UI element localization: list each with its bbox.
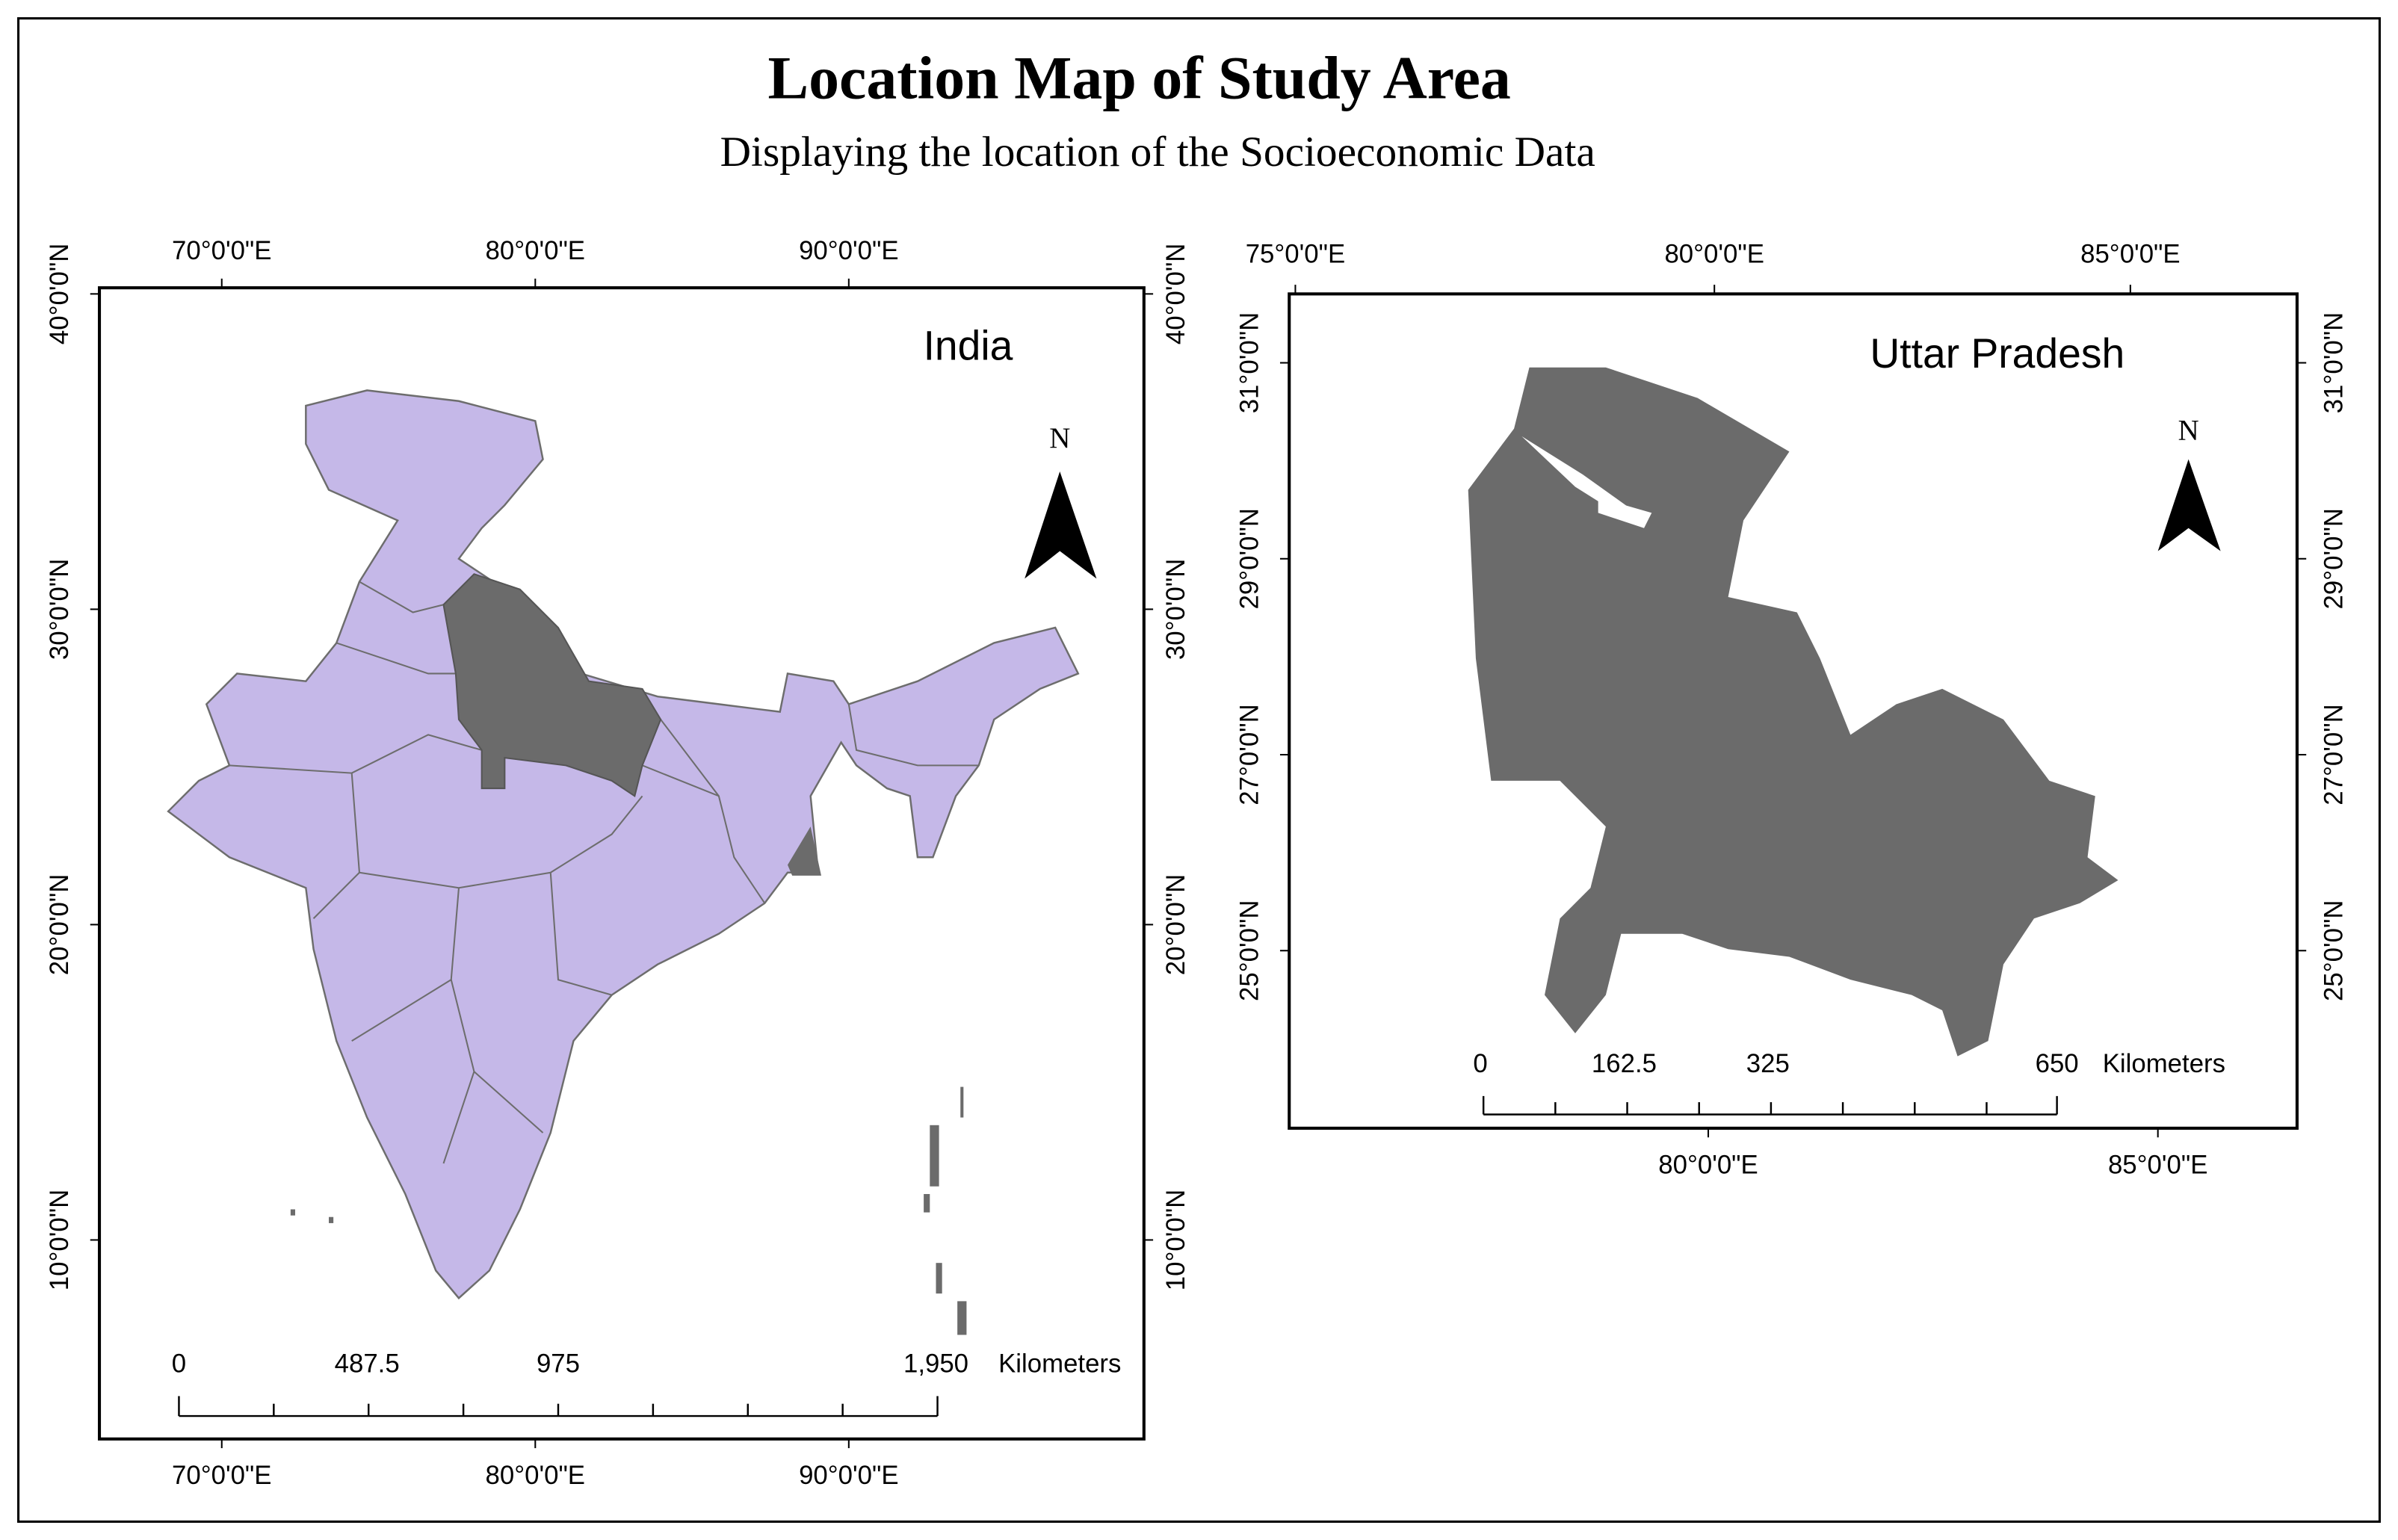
scale-bar — [178, 1396, 939, 1417]
scale-label: 975 — [537, 1349, 580, 1379]
scale-label: 1,950 — [903, 1349, 968, 1379]
scale-label: 162.5 — [1592, 1049, 1657, 1078]
scale-label: 650 — [2036, 1049, 2079, 1078]
top-coordinate-label: 90°0'0"E — [799, 236, 898, 265]
left-coordinate-label: 40°0'0"N — [45, 244, 74, 345]
right-coordinate-label: 20°0'0"N — [1161, 874, 1190, 976]
bottom-coordinate-label: 90°0'0"E — [799, 1461, 898, 1490]
right-coordinate-label: 30°0'0"N — [1161, 559, 1190, 661]
top-coordinate-label: 70°0'0"E — [172, 236, 271, 265]
left-coordinate-label: 30°0'0"N — [45, 559, 74, 661]
top-coordinate-label: 80°0'0"E — [1664, 239, 1764, 268]
scale-unit: Kilometers — [998, 1349, 1121, 1379]
north-label: N — [1049, 422, 1070, 454]
up-shape — [1468, 367, 2119, 1057]
top-coordinate-label: 80°0'0"E — [486, 236, 585, 265]
bottom-coordinate-label: 70°0'0"E — [172, 1461, 271, 1490]
right-coordinate-label: 27°0'0"N — [2319, 704, 2348, 805]
map-label: Uttar Pradesh — [1870, 330, 2124, 377]
left-coordinate-label: 27°0'0"N — [1234, 704, 1264, 805]
scale-label: 0 — [172, 1349, 186, 1379]
bottom-coordinate-label: 80°0'0"E — [486, 1461, 585, 1490]
map-label: India — [924, 323, 1013, 369]
top-coordinate-label: 85°0'0"E — [2080, 239, 2180, 268]
left-coordinate-label: 25°0'0"N — [1234, 900, 1264, 1001]
right-coordinate-label: 31°0'0"N — [2319, 312, 2348, 414]
north-label: N — [2178, 415, 2199, 447]
north-arrow — [2157, 459, 2221, 551]
left-coordinate-label: 10°0'0"N — [45, 1190, 74, 1291]
outer-border — [17, 17, 2381, 1523]
up-frame — [1288, 292, 2299, 1130]
north-arrow — [1025, 471, 1097, 579]
scale-label: 0 — [1473, 1049, 1487, 1078]
left-coordinate-label: 20°0'0"N — [45, 874, 74, 976]
title: Location Map of Study Area — [768, 43, 1511, 111]
bottom-coordinate-label: 85°0'0"E — [2108, 1150, 2207, 1179]
scale-bar — [1482, 1095, 2058, 1116]
india-frame — [97, 286, 1146, 1441]
scale-unit: Kilometers — [2103, 1049, 2225, 1078]
top-coordinate-label: 75°0'0"E — [1246, 239, 1345, 268]
scale-label: 487.5 — [335, 1349, 400, 1379]
right-coordinate-label: 40°0'0"N — [1161, 244, 1190, 345]
right-coordinate-label: 25°0'0"N — [2319, 900, 2348, 1001]
scale-label: 325 — [1746, 1049, 1790, 1078]
right-coordinate-label: 10°0'0"N — [1161, 1190, 1190, 1291]
subtitle: Displaying the location of the Socioecon… — [720, 129, 1595, 176]
islands — [290, 1086, 967, 1335]
state-boundaries — [229, 581, 979, 1164]
west-bengal-fragment — [787, 826, 822, 876]
left-coordinate-label: 31°0'0"N — [1234, 312, 1264, 414]
bottom-coordinate-label: 80°0'0"E — [1658, 1150, 1758, 1179]
right-coordinate-label: 29°0'0"N — [2319, 508, 2348, 610]
river-gaps — [1521, 436, 1652, 528]
uttar-pradesh-highlight — [442, 573, 662, 797]
india-shape — [167, 389, 1080, 1300]
left-coordinate-label: 29°0'0"N — [1234, 508, 1264, 610]
